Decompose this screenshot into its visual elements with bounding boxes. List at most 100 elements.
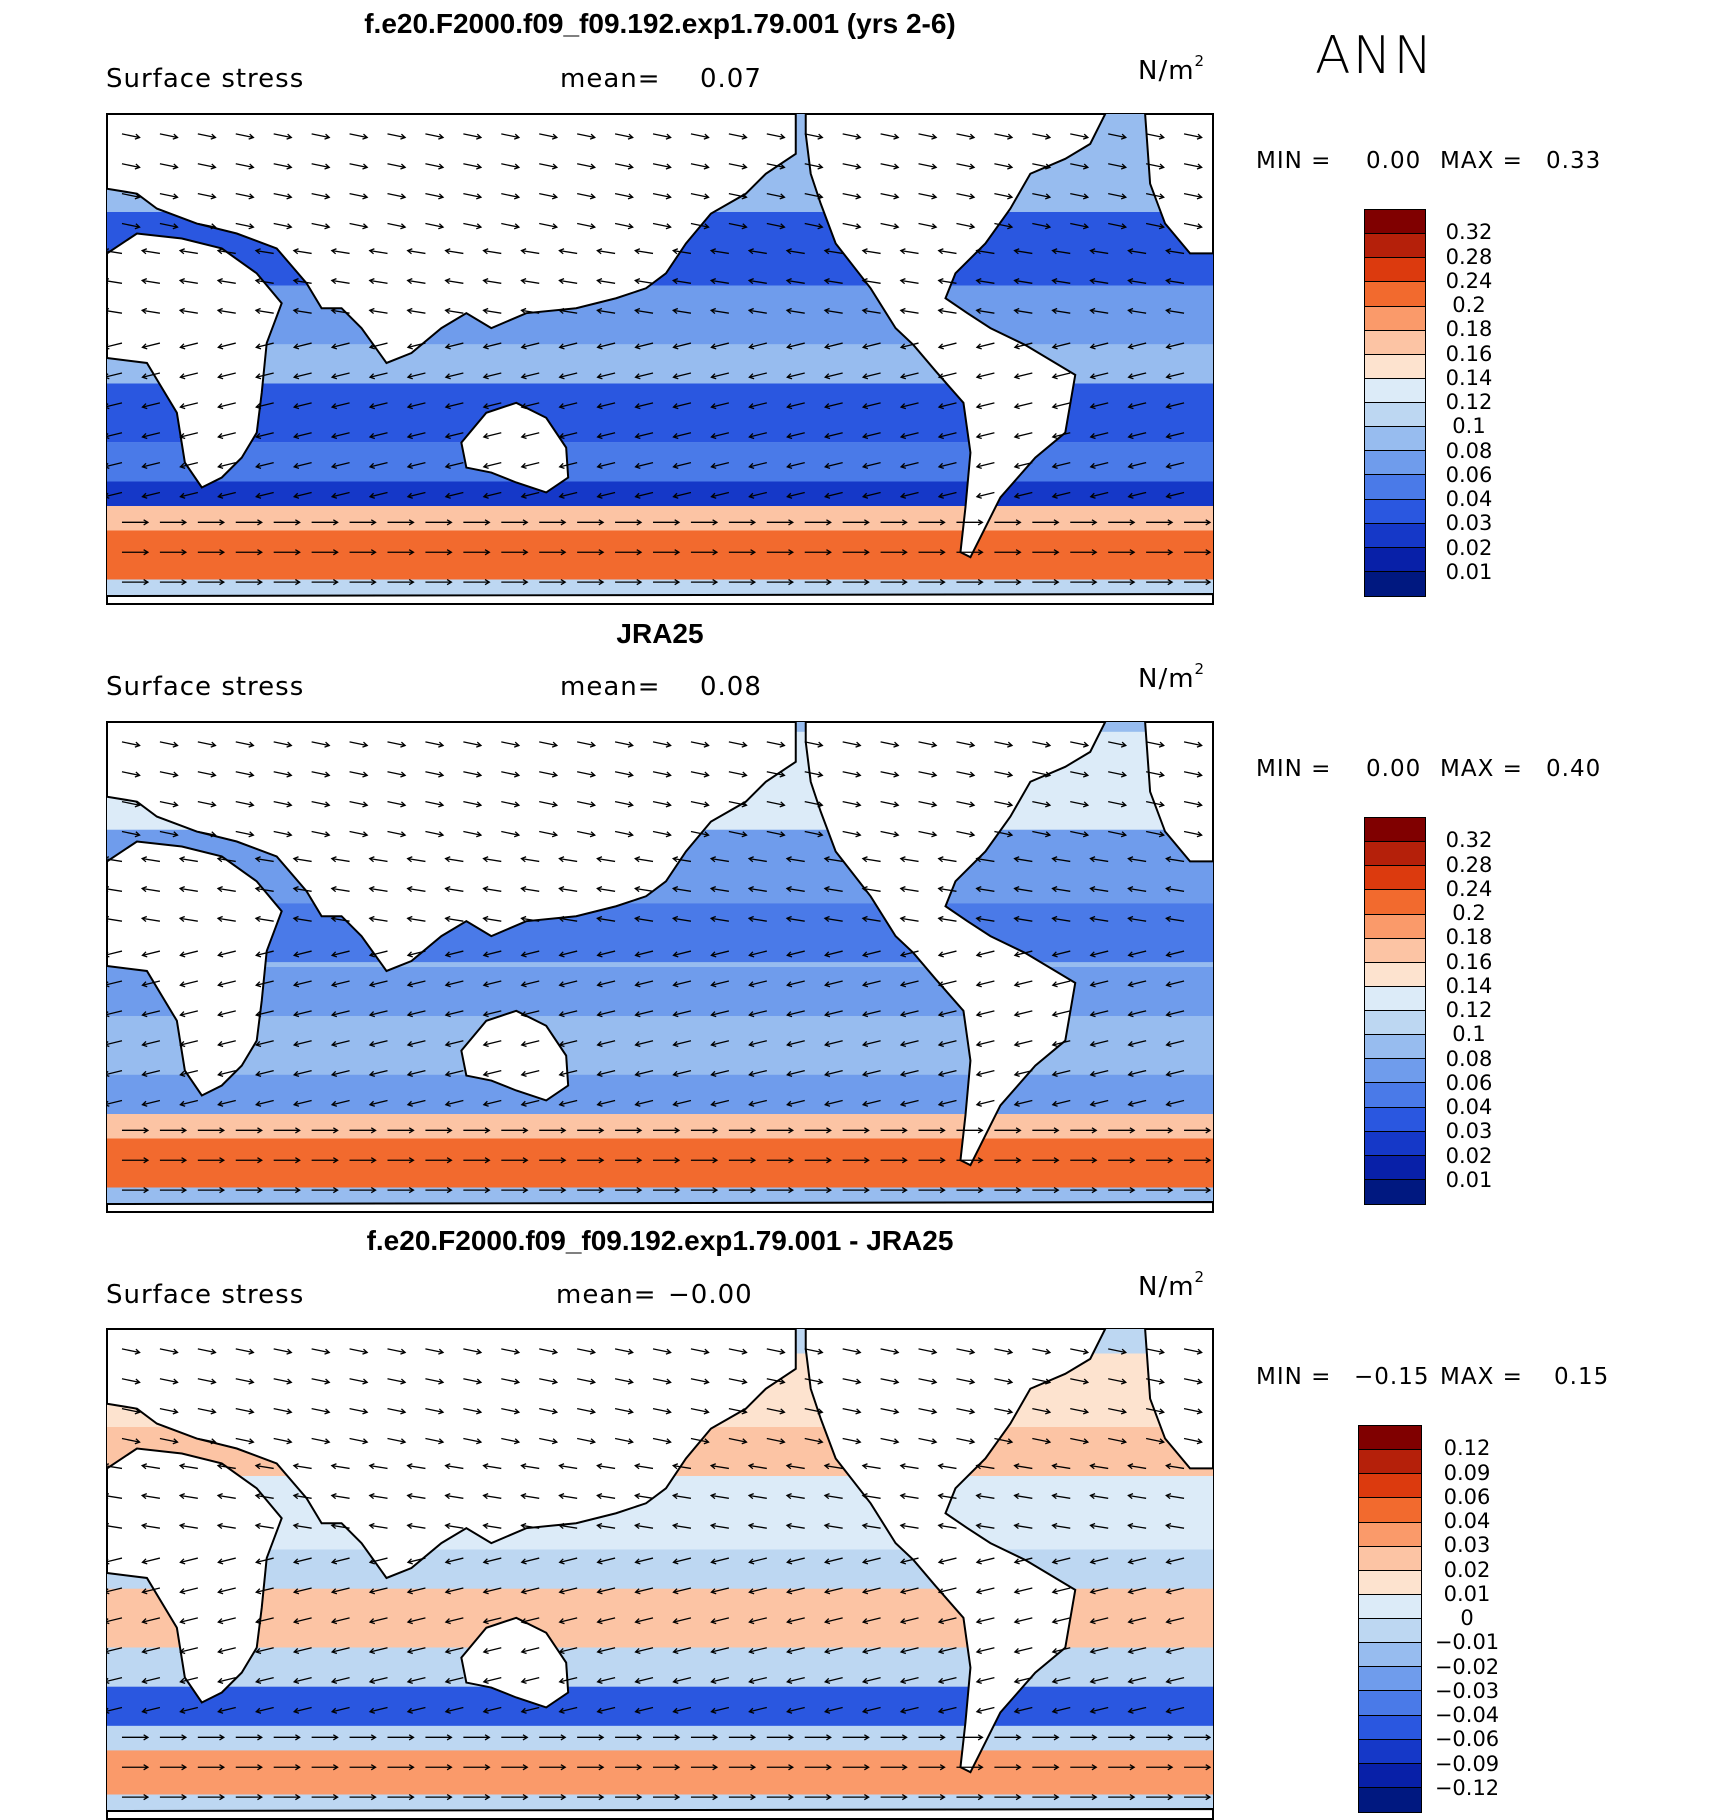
map-vector-arrow [597,1464,616,1470]
map-vector-arrow [748,857,767,863]
map-vector-arrowhead [1165,492,1172,499]
map-vector-arrow [749,1557,767,1563]
map-vector-arrowhead [1120,163,1128,170]
map-vector-arrow [749,342,767,348]
map-vector-arrowhead [1165,1070,1172,1077]
map-vector-arrowhead [861,981,869,988]
map-vector-arrow [1014,309,1033,314]
map-vector-arrowhead [1089,1100,1096,1107]
map-vector-arrowhead [406,248,413,255]
map-vector-arrowhead [937,248,944,255]
map-vector-arrowhead [210,193,217,200]
map-vector-arrowhead [255,1588,262,1595]
map-vector-arrow [918,1378,937,1383]
map-vector-arrowhead [444,951,451,958]
map-vector-arrow [673,491,692,498]
map-vector-arrow [218,461,236,468]
map-vector-arrow [483,279,502,284]
colorbar-cell [1365,818,1425,843]
map-vector-arrowhead [931,801,938,808]
map-vector-arrow [863,342,881,348]
map-vector-arrowhead [254,856,261,863]
map-vector-arrow [483,1069,502,1076]
map-vector-arrow [614,771,633,776]
map-vector-arrow [197,771,216,776]
map-vector-arrow [863,1587,881,1593]
map-vector-arrow [218,1676,236,1683]
map-vector-arrowhead [817,1438,824,1445]
map-landmass-antarctica [107,1808,1213,1819]
map-vector-arrowhead [969,1438,976,1445]
map-vector-arrowhead [634,1070,641,1077]
colorbar-tick-label: 0.08 [1445,1046,1493,1071]
map-vector-arrow [217,857,236,863]
panel-3-map [106,1328,1214,1820]
map-vector-arrow [235,222,254,228]
map-vector-arrow [256,1676,274,1683]
map-vector-arrowhead [864,1157,870,1164]
map-vector-arrow [256,1557,274,1563]
map-vector-arrowhead [362,771,369,778]
map-vector-arrowhead [219,1793,226,1801]
map-vector-arrowhead [444,886,451,893]
map-vector-arrowhead [368,1618,376,1625]
map-vector-arrow [1032,163,1051,168]
map-vector-arrowhead [1127,1011,1134,1018]
map-vector-arrow [918,1437,937,1443]
map-vector-arrowhead [217,462,224,469]
map-vector-arrowhead [295,1127,301,1134]
map-vector-arrowhead [969,1378,976,1385]
map-vector-arrow [825,1706,843,1713]
map-vector-arrow [293,279,312,284]
map-vector-arrow [256,1617,274,1623]
map-vector-arrowhead [1051,433,1058,440]
map-vector-arrowhead [937,856,944,863]
map-vector-arrowhead [551,163,559,170]
map-vector-arrowhead [1167,519,1174,526]
map-vector-arrowhead [107,1648,110,1655]
map-vector-arrowhead [712,1793,719,1801]
map-vector-arrowhead [484,1186,491,1194]
map-vector-arrowhead [513,1438,521,1445]
map-vector-arrowhead [969,1348,976,1355]
map-vector-arrowhead [779,1348,786,1355]
map-vector-arrowhead [520,373,527,380]
map-vector-arrowhead [636,1127,643,1134]
map-vector-arrow [690,1437,709,1443]
map-vector-arrowhead [179,462,186,469]
map-vector-arrow [293,917,312,922]
map-vector-arrowhead [1120,1408,1128,1415]
colorbar-tick-label: 0.24 [1445,876,1493,901]
map-vector-arrow [294,980,312,986]
map-vector-arrowhead [937,278,944,285]
map-vector-arrowhead [1051,462,1058,469]
map-vector-arrowhead [520,307,527,315]
map-vector-arrowhead [1051,1618,1058,1625]
map-vector-arrowhead [1089,856,1096,863]
map-vector-arrow [501,771,520,776]
map-vector-arrow [1052,917,1071,922]
map-vector-arrowhead [1013,492,1020,499]
map-vector-arrow [938,950,957,956]
map-vector-arrowhead [522,1127,529,1134]
map-vector-arrow [880,1378,899,1383]
map-vector-arrow [614,801,633,806]
map-vector-arrow [938,1647,957,1653]
map-vector-arrowhead [332,1734,339,1741]
map-vector-arrow [597,1557,616,1563]
map-vector-arrowhead [216,915,223,923]
map-vector-arrow [577,801,595,806]
map-vector-arrowhead [286,1408,293,1415]
map-vector-arrow [197,193,216,198]
map-vector-arrow [445,980,464,986]
map-vector-arrow [255,279,274,284]
map-vector-arrow [407,432,426,438]
map-vector-arrowhead [362,163,369,170]
map-vector-arrow [711,887,729,892]
map-vector-arrowhead [406,1618,413,1625]
map-vector-arrowhead [406,1522,413,1530]
map-vector-arrowhead [330,1493,337,1500]
map-vector-arrow [1128,1069,1147,1076]
map-vector-arrowhead [779,223,786,230]
map-vector-arrow [1070,163,1088,168]
